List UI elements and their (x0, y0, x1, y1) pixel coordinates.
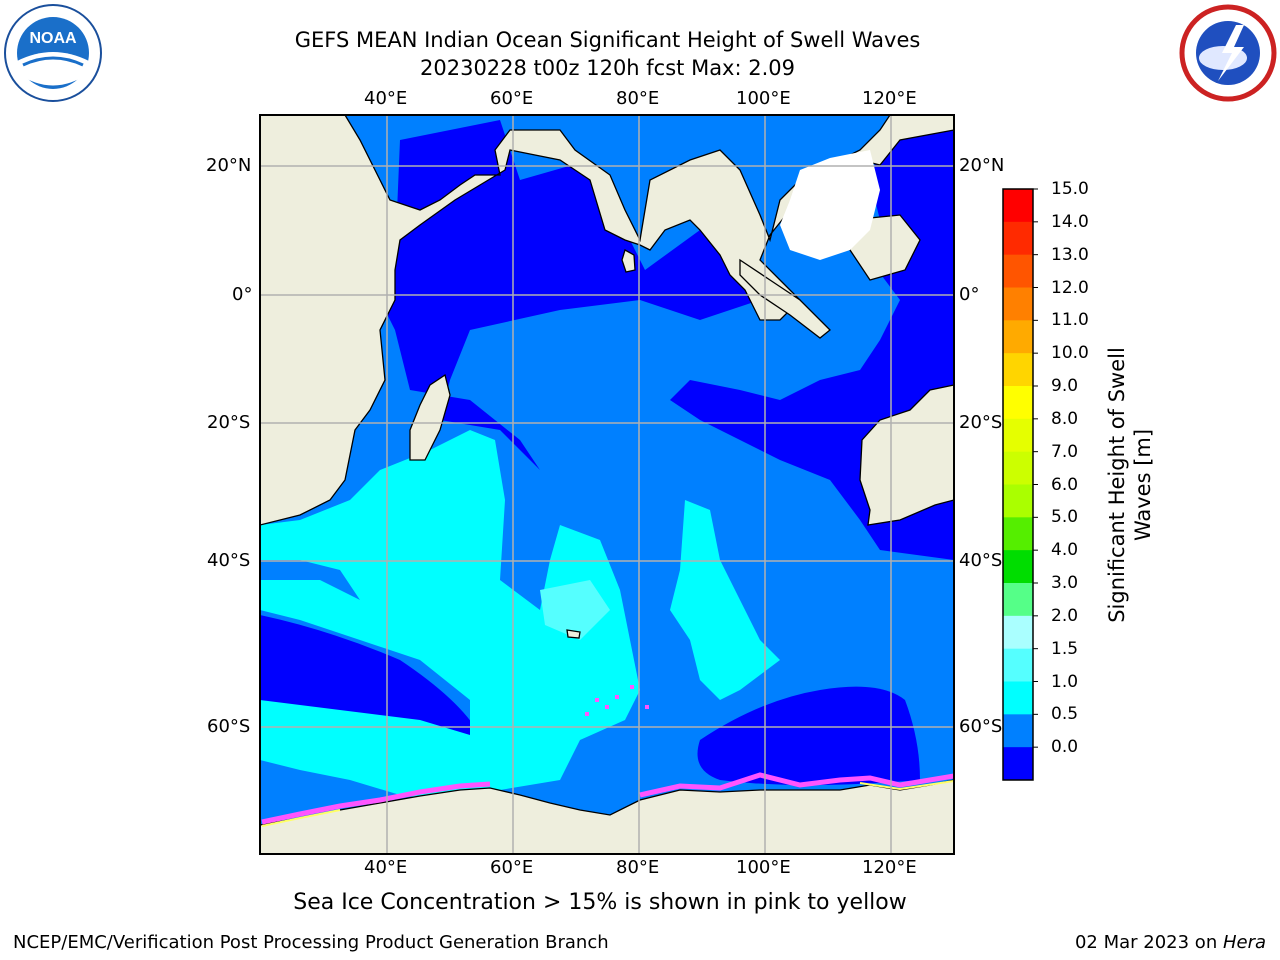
colorbar-tick-label: 11.0 (1051, 310, 1089, 331)
sea-ice-yellow-east (859, 780, 954, 791)
footer-date: 02 Mar 2023 on Hera (1075, 932, 1266, 953)
lon-label-bottom-100e: 100°E (736, 857, 791, 878)
land-masses (260, 115, 954, 854)
colorbar-segment (1003, 451, 1033, 485)
madagascar-land (409, 373, 451, 461)
high-swell-southern-ocean (260, 430, 640, 800)
colorbar-segment (1003, 550, 1033, 584)
colorbar-tick-label: 2.0 (1051, 605, 1079, 626)
colorbar-tick-label: 15.0 (1051, 179, 1089, 199)
sea-ice-yellow-west (261, 809, 341, 827)
lat-label-left-0: 0° (232, 284, 253, 305)
lat-label-right-60s: 60°S (959, 716, 1003, 737)
sea-ice-edge-west (261, 781, 491, 825)
map-frame (259, 114, 955, 855)
colorbar-tick-label: 0.5 (1051, 704, 1079, 725)
nws-logo (1178, 3, 1278, 103)
lon-label-bottom-80e: 80°E (616, 857, 660, 878)
lat-label-left-20s: 20°S (207, 412, 251, 433)
colorbar-tick-label: 9.0 (1051, 376, 1079, 396)
noaa-logo-text: NOAA (29, 30, 77, 47)
lon-label-bottom-60e: 60°E (490, 857, 534, 878)
lat-label-right-20n: 20°N (959, 155, 1005, 176)
colorbar-tick-label: 12.0 (1051, 277, 1089, 298)
colorbar-segment (1003, 484, 1033, 518)
footer-org: NCEP/EMC/Verification Post Processing Pr… (13, 932, 609, 953)
colorbar-tick-label: 4.0 (1051, 540, 1079, 561)
footer-date-text: 02 Mar 2023 on (1074, 932, 1223, 953)
low-swell-southeast (697, 686, 920, 785)
colorbar-tick-label: 8.0 (1051, 408, 1079, 429)
lat-label-right-20s: 20°S (959, 412, 1003, 433)
lon-label-bottom-40e: 40°E (364, 857, 408, 878)
colorbar-segment (1003, 287, 1033, 321)
colorbar-label-line2: Waves [m] (1131, 428, 1155, 542)
high-swell-central (670, 500, 780, 700)
lon-label-top-100e: 100°E (736, 88, 791, 109)
colorbar-segment (1003, 189, 1033, 223)
sri-lanka-land (621, 249, 636, 273)
colorbar-segment (1003, 648, 1033, 682)
colorbar-tick-label: 0.0 (1051, 737, 1079, 758)
colorbar-segment (1003, 353, 1033, 387)
colorbar-segment (1003, 681, 1033, 715)
lat-label-left-60s: 60°S (207, 716, 251, 737)
lon-label-top-40e: 40°E (364, 88, 408, 109)
colorbar-segment (1003, 517, 1033, 551)
colorbar-segment (1003, 615, 1033, 650)
lon-label-top-120e: 120°E (862, 88, 917, 109)
map-title: GEFS MEAN Indian Ocean Significant Heigh… (294, 28, 921, 52)
no-data-maritime (780, 150, 880, 260)
colorbar-tick-label: 3.0 (1051, 573, 1079, 593)
lat-label-left-40s: 40°S (207, 550, 251, 571)
lat-label-right-0: 0° (959, 284, 980, 305)
sea-ice-caption: Sea Ice Concentration > 15% is shown in … (293, 890, 907, 915)
colorbar-segment (1003, 418, 1033, 453)
colorbar-tick-label: 13.0 (1051, 244, 1089, 265)
lat-label-left-20n: 20°N (206, 155, 252, 176)
kerguelen-land (566, 629, 581, 639)
colorbar (1003, 188, 1038, 781)
colorbar-tick-label: 1.5 (1051, 638, 1079, 659)
colorbar-segment (1003, 747, 1033, 781)
colorbar-label-line1: Significant Height of Swell (1105, 347, 1129, 623)
colorbar-tick-label: 10.0 (1051, 343, 1089, 364)
map-subtitle: 20230228 t00z 120h fcst Max: 2.09 (420, 56, 795, 80)
lon-label-top-60e: 60°E (490, 88, 534, 109)
sumatra-land (739, 258, 831, 339)
colorbar-segment (1003, 386, 1033, 420)
colorbar-segment (1003, 714, 1033, 748)
footer-machine: Hera (1222, 932, 1266, 953)
graticule (260, 115, 954, 854)
colorbar-tick-label: 14.0 (1051, 211, 1089, 232)
noaa-logo: NOAA (3, 3, 103, 103)
colorbar-tick-label: 1.0 (1051, 671, 1079, 692)
colorbar-segment (1003, 320, 1033, 354)
lon-label-bottom-120e: 120°E (862, 857, 917, 878)
lon-label-top-80e: 80°E (616, 88, 660, 109)
higher-swell-patch (540, 580, 610, 640)
colorbar-tick-label: 7.0 (1051, 441, 1079, 462)
colorbar-frame (1002, 188, 1034, 781)
sea-ice-edge-east (639, 772, 954, 798)
colorbar-segment (1003, 221, 1033, 256)
lat-label-right-40s: 40°S (959, 550, 1003, 571)
australia-land (859, 384, 954, 526)
colorbar-segment (1003, 254, 1033, 288)
colorbar-tick-label: 5.0 (1051, 507, 1079, 528)
colorbar-tick-label: 6.0 (1051, 474, 1079, 495)
colorbar-segment (1003, 583, 1033, 617)
sea-ice-specks (585, 685, 649, 716)
